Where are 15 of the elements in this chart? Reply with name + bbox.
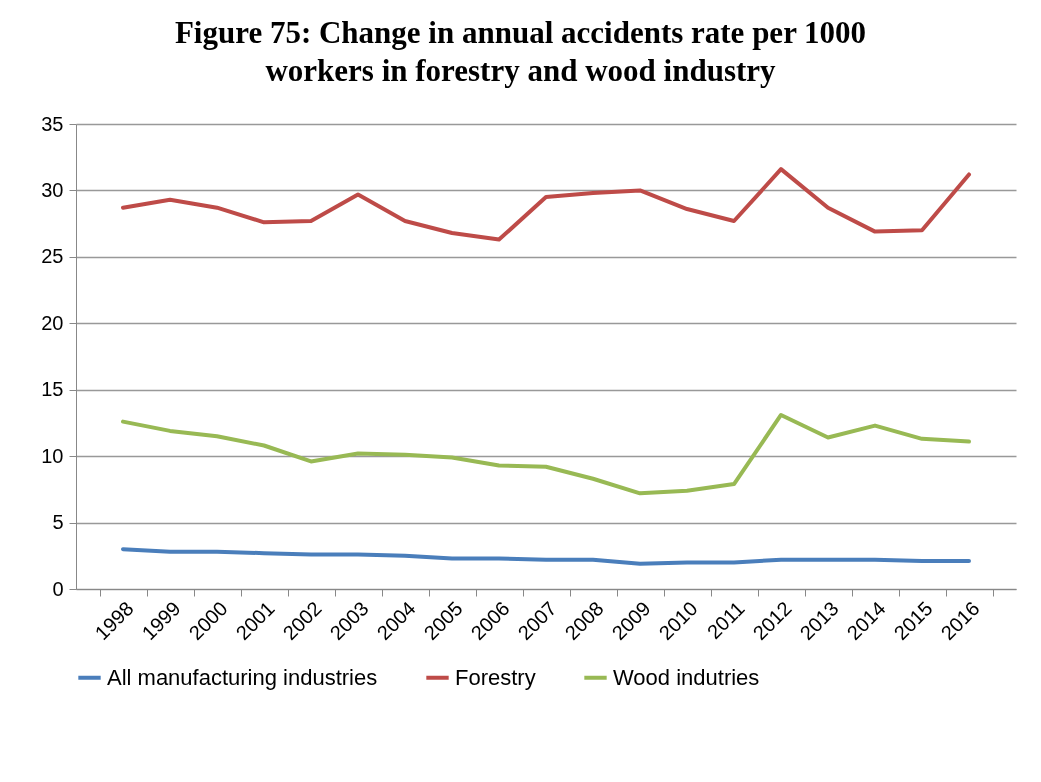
line-series [121, 167, 971, 242]
y-tick-label: 35 [41, 112, 64, 135]
y-tick-label: 20 [41, 311, 64, 334]
y-tick-label: 5 [52, 511, 64, 534]
y-tick-label: 0 [52, 577, 64, 600]
line-series [121, 412, 971, 496]
legend-label: Wood indutries [613, 664, 760, 690]
y-tick-label: 15 [41, 378, 64, 401]
legend-label: All manufacturing industries [107, 664, 378, 690]
line-series [121, 547, 971, 566]
chart-title: Figure 75: Change in annual accidents rate per 1000 workers in forestry and wood industry [173, 14, 868, 90]
y-tick-label: 10 [41, 444, 64, 467]
y-tick-label: 25 [41, 245, 64, 268]
y-tick-label: 30 [41, 178, 64, 201]
legend-label: Forestry [455, 664, 536, 690]
